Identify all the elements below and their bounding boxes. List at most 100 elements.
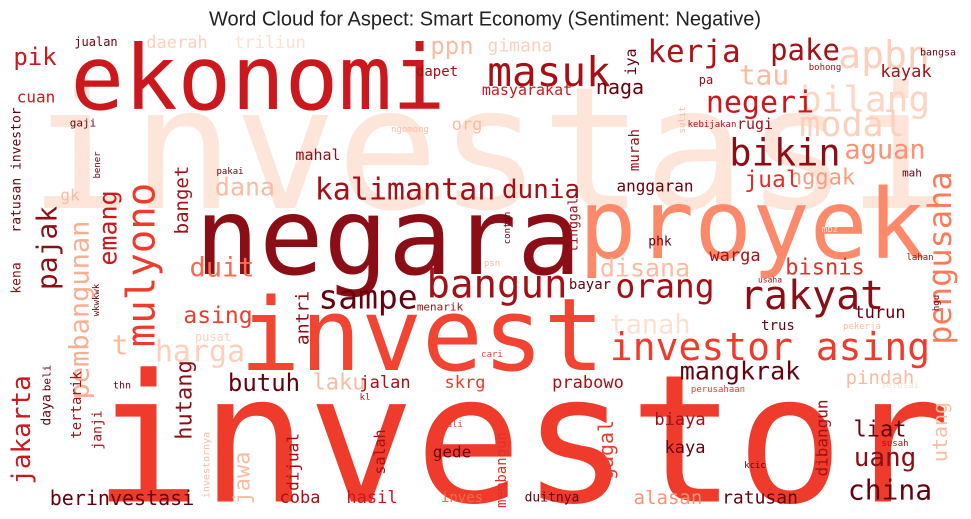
word: pembangunan bbox=[65, 221, 96, 400]
word: sulit bbox=[678, 106, 688, 133]
word: dunia bbox=[502, 175, 580, 205]
word: pake bbox=[770, 33, 840, 67]
word: investor asing bbox=[610, 325, 930, 369]
word: daya bbox=[40, 394, 55, 425]
word: dibangun bbox=[813, 399, 832, 476]
word: proyek bbox=[579, 169, 926, 281]
word: investasi bbox=[29, 51, 950, 249]
word: tanah bbox=[609, 310, 690, 341]
word: pik bbox=[13, 43, 57, 71]
word: butuh bbox=[228, 369, 300, 397]
word: pa bbox=[699, 73, 713, 87]
word: bilang bbox=[800, 80, 930, 121]
word: nggak bbox=[789, 166, 855, 191]
word: antri bbox=[293, 291, 314, 345]
word: gagal bbox=[594, 420, 618, 480]
word: cuan bbox=[17, 88, 56, 107]
word: ekonomi bbox=[70, 26, 445, 130]
word: ppn bbox=[430, 32, 473, 60]
word: murah bbox=[627, 129, 643, 171]
word: pusat bbox=[195, 330, 231, 344]
word: wkwkwk bbox=[92, 283, 102, 316]
word: naga bbox=[596, 75, 644, 99]
word: hgu bbox=[932, 295, 942, 311]
word: modal bbox=[799, 105, 904, 145]
word: susah bbox=[881, 439, 908, 449]
word: kena bbox=[10, 262, 25, 293]
word: apbn bbox=[838, 33, 930, 77]
word: janji bbox=[91, 410, 106, 449]
word: rakyat bbox=[740, 273, 885, 319]
word: kayak bbox=[880, 62, 931, 82]
word: emang bbox=[94, 190, 123, 265]
word: uang bbox=[854, 443, 917, 473]
word: investornya bbox=[202, 432, 213, 498]
word: negeri bbox=[706, 86, 814, 121]
word: hutang bbox=[173, 360, 198, 439]
word: alasan bbox=[634, 487, 703, 509]
word: sampe bbox=[318, 278, 417, 317]
word: tinggal bbox=[567, 198, 582, 253]
word: utang bbox=[928, 402, 952, 462]
word: kcic bbox=[744, 461, 766, 471]
word: investor bbox=[93, 337, 950, 519]
word: bohong bbox=[809, 63, 842, 73]
word: bikin bbox=[729, 132, 840, 175]
word: dijual bbox=[284, 433, 303, 491]
word: coba bbox=[280, 488, 321, 508]
word: beli bbox=[41, 365, 54, 392]
word: salah bbox=[371, 429, 389, 474]
word: china bbox=[848, 474, 932, 507]
word: ngomong bbox=[391, 125, 429, 135]
word: mah bbox=[902, 167, 922, 180]
word: ratusan investor bbox=[10, 107, 25, 232]
word: duit bbox=[189, 253, 254, 284]
word: kaya bbox=[665, 438, 706, 458]
word: mangkrak bbox=[680, 357, 800, 386]
word: ratusan bbox=[722, 488, 798, 509]
word: contoh bbox=[503, 212, 513, 245]
word: bangsa bbox=[920, 48, 956, 59]
word: usaha bbox=[758, 276, 782, 285]
word: trus bbox=[761, 318, 795, 334]
word: tertarik bbox=[69, 371, 85, 439]
word: iya bbox=[622, 48, 640, 75]
word: pajak bbox=[31, 206, 64, 290]
word: bayar bbox=[569, 277, 611, 293]
word: dana bbox=[215, 173, 275, 202]
word: masuk bbox=[487, 48, 611, 96]
word: gimana bbox=[487, 36, 552, 57]
word: disana bbox=[600, 254, 690, 283]
word: rugi bbox=[737, 115, 773, 133]
word: selesai bbox=[881, 381, 919, 391]
word: cari bbox=[481, 350, 503, 360]
word: mahal bbox=[295, 146, 340, 164]
word: psn bbox=[484, 259, 500, 269]
word: biaya bbox=[654, 410, 705, 430]
word: jualan bbox=[74, 35, 117, 49]
word: masyarakat bbox=[482, 81, 572, 99]
word: dapet bbox=[416, 64, 458, 80]
word: thn bbox=[113, 381, 131, 392]
word: jakarta bbox=[7, 375, 37, 485]
chart-title: Word Cloud for Aspect: Smart Economy (Se… bbox=[209, 8, 761, 30]
word: perusahaan bbox=[691, 385, 745, 395]
word: jalan bbox=[359, 373, 410, 393]
word: t bbox=[112, 329, 129, 362]
word: anggaran bbox=[616, 177, 693, 196]
word: berinvestasi bbox=[50, 486, 195, 510]
word: pekerja bbox=[843, 322, 881, 332]
word: daerah bbox=[146, 33, 207, 53]
word: kebijakan bbox=[688, 120, 737, 130]
word: gede bbox=[433, 443, 472, 462]
word: lahan bbox=[906, 253, 933, 263]
word: kl bbox=[360, 393, 371, 403]
word: negara bbox=[195, 176, 582, 300]
word: mulyono bbox=[120, 183, 165, 347]
word: pindah bbox=[846, 367, 915, 389]
word: bisnis bbox=[785, 256, 864, 281]
word: menarik bbox=[417, 301, 464, 314]
word: laku bbox=[313, 371, 366, 396]
word: bener bbox=[93, 151, 103, 179]
word: duitnya bbox=[525, 491, 580, 506]
